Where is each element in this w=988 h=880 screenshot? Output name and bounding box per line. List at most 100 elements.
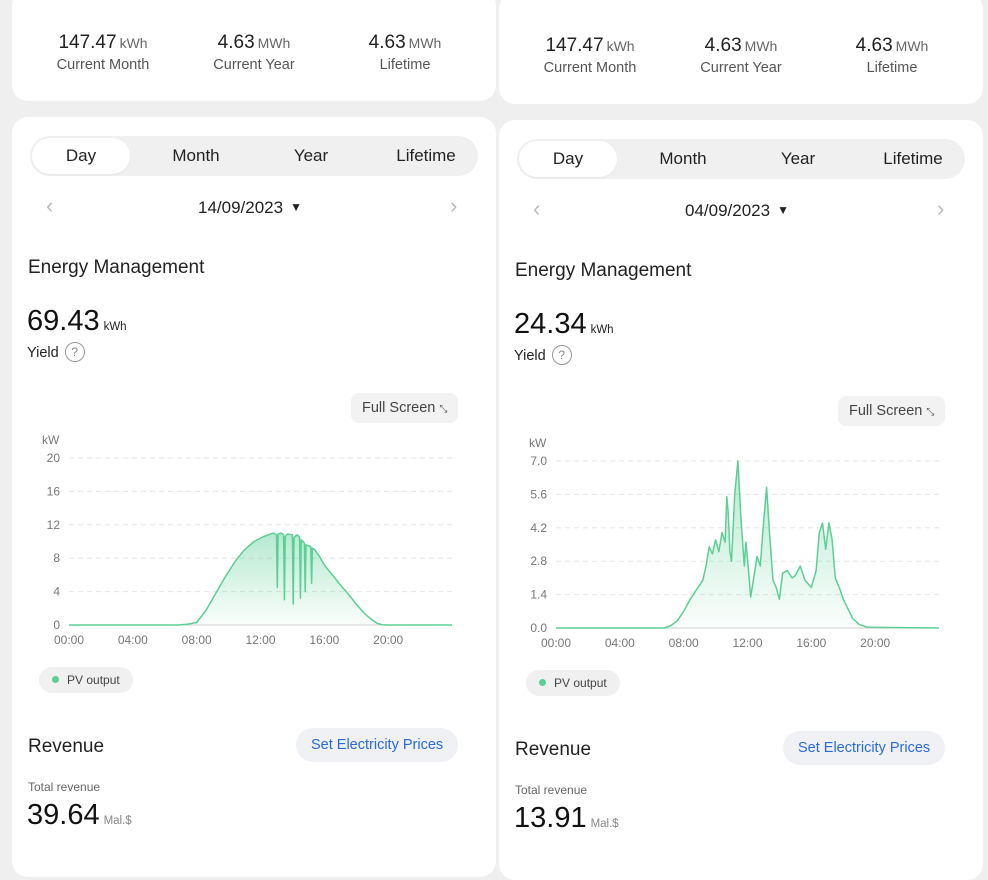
tab-year[interactable]: Year	[293, 146, 329, 165]
y-tick-label: 1.4	[530, 588, 547, 602]
total-revenue-value: 13.91	[514, 802, 587, 834]
stat-value: 4.63	[217, 32, 255, 53]
series-line	[556, 460, 940, 629]
x-tick-label: 12:00	[732, 636, 762, 650]
date-picker[interactable]: 04/09/2023 ▼	[685, 201, 789, 221]
y-tick-label: 5.6	[530, 487, 547, 501]
x-tick-label: 16:00	[309, 633, 339, 647]
pv-output-chart: kW 0.0 1.4 2.8 4.2 5.6 7.0 00:00 04:00 08:00 12:00…	[529, 436, 940, 650]
stat-label: Current Year	[213, 57, 295, 73]
yield-label: Yield	[514, 348, 546, 364]
stat-label: Current Month	[56, 57, 150, 73]
period-tabs: Day Month Year Lifetime	[517, 139, 965, 179]
period-tabs: Day Month Year Lifetime	[30, 136, 478, 176]
full-screen-label: Full Screen	[849, 403, 923, 419]
stat-unit: MWh	[257, 35, 291, 51]
x-tick-label: 00:00	[541, 636, 571, 650]
help-icon[interactable]: ?	[551, 345, 572, 365]
full-screen-button[interactable]: Full Screen ⤡	[351, 393, 459, 423]
yield-unit: kWh	[590, 324, 614, 336]
legend-label: PV output	[67, 673, 120, 687]
revenue-title: Revenue	[515, 739, 592, 760]
x-tick-label: 00:00	[54, 633, 84, 647]
x-tick-label: 04:00	[605, 636, 635, 650]
tab-day[interactable]: Day	[32, 138, 130, 174]
pv-output-chart: kW 0 4 8 12 16 20 00:00 04:00 08:00 12:00 16:00 20:0…	[42, 433, 452, 647]
y-tick-label: 0	[53, 618, 60, 632]
expand-icon: ⤡	[439, 404, 448, 415]
stat-current-year: 4.63 MWh Current Year	[700, 35, 781, 76]
tab-year[interactable]: Year	[780, 149, 816, 168]
y-tick-label: 2.8	[530, 554, 547, 568]
stat-value: 4.63	[368, 32, 406, 53]
tab-lifetime[interactable]: Lifetime	[396, 146, 456, 165]
full-screen-label: Full Screen	[362, 400, 436, 416]
stat-value: 147.47	[545, 35, 604, 56]
y-tick-label: 7.0	[530, 454, 547, 468]
full-screen-button[interactable]: Full Screen ⤡	[838, 396, 946, 426]
caret-down-icon: ▼	[290, 200, 302, 214]
date-value: 14/09/2023	[198, 198, 284, 217]
x-tick-label: 08:00	[669, 636, 699, 650]
x-tick-label: 16:00	[796, 636, 826, 650]
y-tick-label: 12	[47, 518, 61, 532]
currency-unit: Mal.$	[103, 815, 132, 827]
stat-unit: MWh	[408, 35, 442, 51]
total-revenue-value: 39.64	[27, 799, 100, 831]
stat-current-month: 147.47 kWh Current Month	[57, 32, 150, 73]
energy-title: Energy Management	[28, 257, 205, 278]
yield-label: Yield	[27, 345, 59, 361]
stat-lifetime: 4.63 MWh Lifetime	[856, 35, 929, 76]
prev-date-icon[interactable]: ‹	[533, 196, 541, 221]
summary-card: 147.47 kWh Current Month 4.63 MWh Current …	[499, 0, 983, 104]
series-area	[69, 533, 452, 625]
yield-label-row: Yield?	[514, 345, 572, 365]
revenue-title: Revenue	[28, 736, 105, 757]
next-date-icon[interactable]: ›	[937, 196, 945, 221]
total-revenue-readout: 39.64 Mal.$	[27, 799, 132, 832]
tab-day[interactable]: Day	[519, 141, 617, 177]
series-dot-icon	[52, 676, 59, 683]
y-tick-label: 20	[47, 451, 61, 465]
stat-unit: kWh	[119, 35, 148, 51]
total-revenue-label: Total revenue	[515, 783, 588, 797]
set-electricity-prices-button[interactable]: Set Electricity Prices	[296, 728, 459, 762]
stat-value: 4.63	[855, 35, 893, 56]
help-icon[interactable]: ?	[64, 342, 85, 362]
total-revenue-readout: 13.91 Mal.$	[514, 802, 619, 835]
x-tick-label: 20:00	[373, 633, 403, 647]
yield-label-row: Yield?	[27, 342, 85, 362]
x-tick-label: 04:00	[118, 633, 148, 647]
next-date-icon[interactable]: ›	[450, 193, 458, 218]
tab-lifetime[interactable]: Lifetime	[883, 149, 943, 168]
yield-value: 69.43	[27, 305, 100, 337]
currency-unit: Mal.$	[590, 818, 619, 830]
set-electricity-prices-button[interactable]: Set Electricity Prices	[783, 731, 946, 765]
energy-card: Day Month Year Lifetime ‹ 14/09/2023 ▼ › …	[12, 117, 496, 877]
energy-card: Day Month Year Lifetime ‹ 04/09/2023 ▼ › …	[499, 120, 983, 880]
prev-date-icon[interactable]: ‹	[46, 193, 54, 218]
yield-value: 24.34	[514, 308, 587, 340]
date-picker[interactable]: 14/09/2023 ▼	[198, 198, 302, 218]
series-area	[556, 461, 939, 628]
total-revenue-label: Total revenue	[28, 780, 101, 794]
stat-unit: MWh	[895, 38, 929, 54]
stat-label: Current Month	[543, 60, 637, 76]
tab-month[interactable]: Month	[659, 149, 707, 168]
stat-current-year: 4.63 MWh Current Year	[213, 32, 294, 73]
tab-month[interactable]: Month	[172, 146, 220, 165]
series-dot-icon	[539, 679, 546, 686]
stat-label: Current Year	[700, 60, 782, 76]
legend-pv-output[interactable]: PV output	[526, 670, 620, 696]
summary-card: 147.47 kWh Current Month 4.63 MWh Current …	[12, 0, 496, 101]
legend-pv-output[interactable]: PV output	[39, 667, 133, 693]
stat-current-month: 147.47 kWh Current Month	[544, 35, 637, 76]
expand-icon: ⤡	[926, 407, 935, 418]
legend-label: PV output	[554, 676, 607, 690]
y-tick-label: 16	[47, 484, 61, 498]
y-axis-unit-label: kW	[42, 433, 60, 447]
x-tick-label: 08:00	[182, 633, 212, 647]
y-axis-unit-label: kW	[529, 436, 547, 450]
yield-unit: kWh	[103, 321, 127, 333]
yield-readout: 24.34 kWh	[514, 308, 614, 341]
